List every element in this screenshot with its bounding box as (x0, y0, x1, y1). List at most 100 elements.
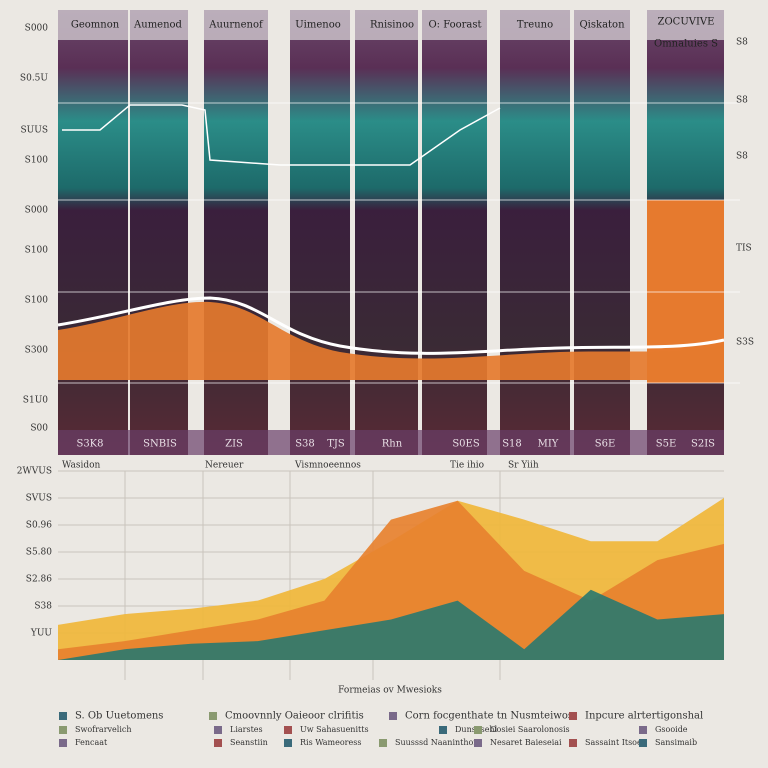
y-tick-label: SVUS (26, 494, 52, 504)
legend-swatch (439, 726, 447, 734)
column-header: Geomnon (71, 20, 120, 31)
legend-label: Ris Wameoress (300, 738, 361, 747)
column (130, 10, 188, 455)
column-header: Auurnenof (208, 20, 264, 31)
y-tick-label: S38 (34, 602, 52, 612)
legend-label: Sassaint Itsoer (585, 738, 646, 747)
column-label: S0ES (452, 439, 480, 450)
column-head (422, 10, 487, 40)
legend-label: S. Ob Uuetomens (75, 711, 163, 722)
column-label: Rhn (382, 439, 403, 450)
column-head (290, 10, 350, 40)
column-label: S2IS (691, 439, 715, 450)
white-line (62, 104, 501, 166)
section-label: Sr Yiih (508, 461, 539, 471)
right-label: TIS (736, 244, 752, 254)
left-label: S100 (25, 296, 49, 306)
orange-band (58, 301, 724, 380)
legend-label: Nesaret Baieseiai (490, 738, 562, 747)
column-label: S5E (656, 439, 677, 450)
area-chart: YUU S38 S2.86 S5.80 S0.96 SVUS 2WVUS Formeias o… (17, 467, 724, 747)
column-head (58, 10, 128, 40)
column-label: S3K8 (76, 439, 103, 450)
legend-swatch (389, 712, 397, 720)
legend-swatch (639, 726, 647, 734)
legend-swatch (284, 726, 292, 734)
left-label: S000 (25, 24, 49, 34)
legend-swatch (59, 739, 67, 747)
right-label: S8 (736, 152, 748, 162)
legend-label: Suusssd Naaninthon (395, 738, 479, 747)
legend-swatch (474, 726, 482, 734)
column-header: Rnisinoo (370, 20, 414, 31)
section-label: Wasidon (62, 461, 101, 471)
legend-label: Swofrarvelich (75, 725, 132, 734)
legend-label: Uw Sahasuenitts (300, 725, 369, 734)
column-label: SNBIS (143, 439, 177, 450)
legend-swatch (474, 739, 482, 747)
column (500, 10, 570, 455)
column (58, 10, 128, 455)
left-label: S300 (25, 346, 49, 356)
column-label: S18 (502, 439, 522, 450)
column-head (574, 10, 630, 40)
legend-label: Liarstes (230, 725, 263, 734)
label-strip (58, 430, 724, 455)
column-header: Omnaluies S (654, 39, 718, 50)
column-header: Treuno (517, 20, 553, 31)
white-curve (57, 296, 725, 355)
legend-swatch (214, 739, 222, 747)
legend-label: Oosiei Saarolonosis (490, 725, 570, 734)
right-label: S3S (736, 338, 754, 348)
column-label: MIY (538, 439, 559, 450)
legend-swatch (209, 712, 217, 720)
section-label: Vismnoeennos (294, 461, 361, 471)
right-label: S8 (736, 38, 748, 48)
column (204, 10, 268, 455)
legend-swatch (639, 739, 647, 747)
x-axis-label: Formeias ov Mwesioks (338, 686, 442, 696)
column-label: S38 (295, 439, 315, 450)
legend-label: Fencaat (75, 738, 108, 747)
column-label: S6E (595, 439, 616, 450)
column (574, 10, 630, 455)
section-label: Nereuer (205, 461, 244, 471)
column-label: ZIS (225, 439, 243, 450)
section-label: Tie ihio (450, 461, 484, 471)
legend-label: Gsooide (655, 725, 688, 734)
left-label: S0.5U (20, 74, 48, 84)
top-panel: Geomnon Aumenod Auurnenof Uimenoo Rnisinoo O:… (20, 10, 754, 471)
left-label: S100 (25, 246, 49, 256)
legend-swatch (284, 739, 292, 747)
right-label: S8 (736, 96, 748, 106)
y-tick-label: S0.96 (26, 521, 52, 531)
legend-swatch (379, 739, 387, 747)
y-tick-label: S2.86 (26, 575, 52, 585)
area (58, 589, 724, 660)
legend-swatch (59, 712, 67, 720)
left-label: S00 (30, 424, 48, 434)
legend-swatch (569, 712, 577, 720)
y-tick-label: YUU (30, 629, 53, 639)
column-head (130, 10, 188, 40)
left-label: S000 (25, 206, 49, 216)
legend-label: Seanstiin (230, 738, 268, 747)
left-label: S100 (25, 156, 49, 166)
column-head (204, 10, 268, 40)
column-header: O: Foorast (428, 20, 481, 31)
legend-swatch (569, 739, 577, 747)
legend-label: Corn focgenthate tn Nusmteiwos (405, 711, 573, 722)
legend-swatch (59, 726, 67, 734)
legend-swatch (214, 726, 222, 734)
y-tick-label: 2WVUS (17, 467, 52, 477)
legend-label: Sansimaib (655, 738, 697, 747)
column-label: TJS (327, 439, 345, 450)
column-head (355, 10, 418, 40)
column-header: ZOCUVIVE (658, 17, 715, 28)
legend-label: Cmoovnnly Oaieoor clrifitis (225, 711, 364, 722)
left-label: S1U0 (23, 396, 48, 406)
column (290, 10, 350, 455)
legend-label: Inpcure alrtertigonshal (585, 711, 703, 722)
y-tick-label: S5.80 (26, 548, 52, 558)
